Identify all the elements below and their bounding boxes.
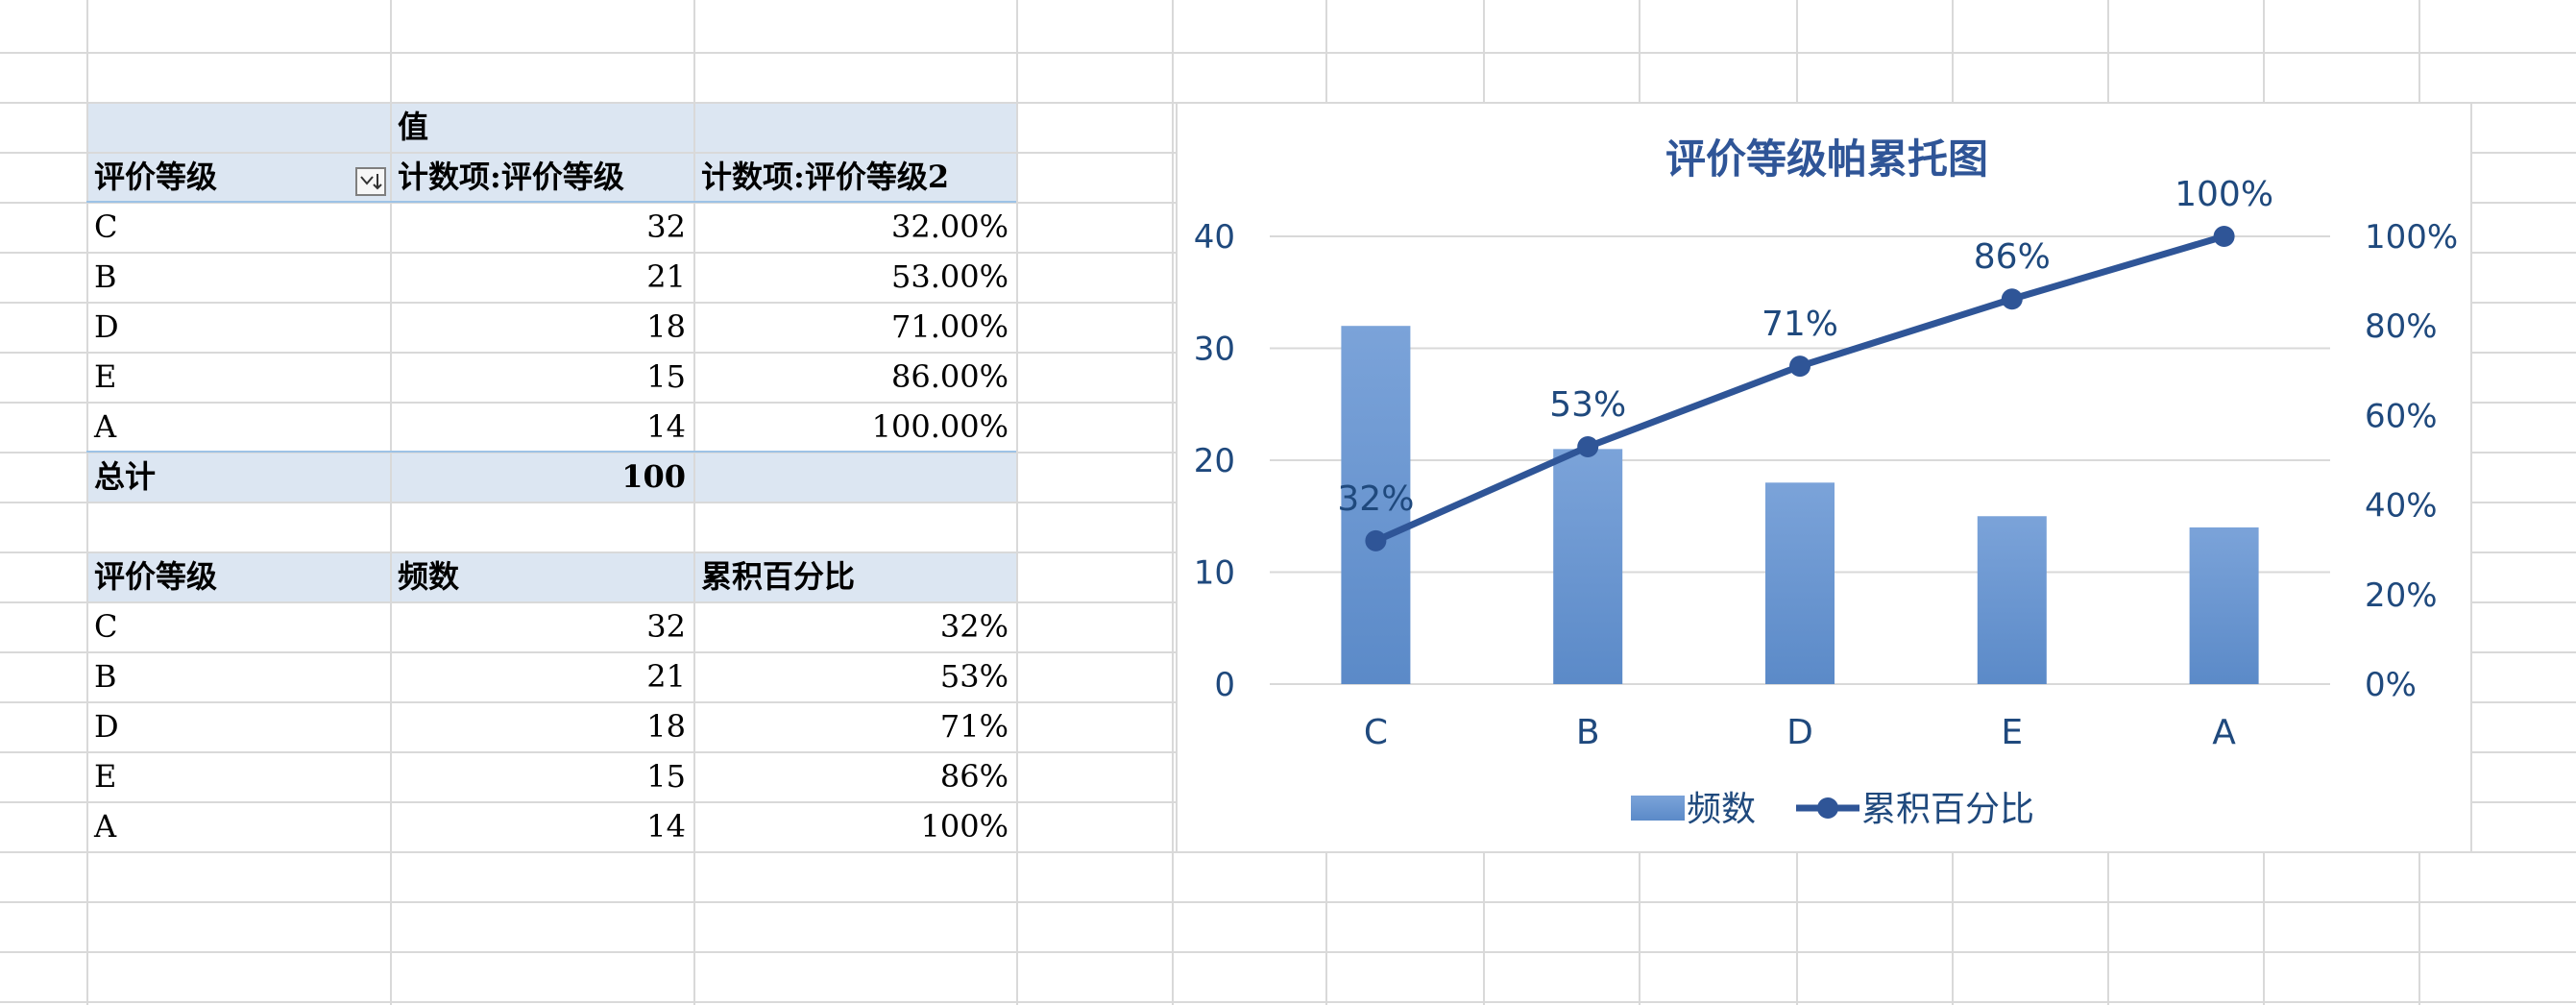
x-tick-label: E [2001,713,2023,752]
pivot-grade-cell[interactable]: E [94,358,117,395]
y-right-tick-label: 80% [2365,307,2438,346]
y-left-tick-label: 20 [1194,442,1235,480]
x-tick-label: D [1786,713,1813,752]
bar-frequency-A [2189,527,2259,684]
y-right-tick-label: 100% [2365,218,2458,257]
legend-cumulative-label: 累积百分比 [1861,790,2034,829]
y-right-tick-label: 60% [2365,397,2438,435]
y-left-tick-label: 10 [1194,554,1235,593]
bar-frequency-C [1341,326,1411,684]
pivot-grade-cell[interactable]: C [94,208,118,245]
x-tick-label: B [1576,713,1600,752]
pivot-pct-cell[interactable]: 32.00% [890,208,1009,245]
summary-header-cell[interactable]: 频数 [398,558,460,595]
bar-frequency-D [1765,482,1835,684]
chart-canvas: 评价等级帕累托图 32% 53% 71% 86% 100% 0 10 20 30 40 0% 20%… [1194,135,2458,829]
summary-header-cell[interactable]: 累积百分比 [701,558,856,595]
pivot-grade-cell[interactable]: A [94,408,117,445]
summary-data-cell[interactable]: E [94,758,117,795]
pivot-total-overline [86,451,1016,453]
summary-data-cell[interactable]: B [94,658,117,695]
x-tick-label: C [1364,713,1388,752]
summary-data-cell[interactable]: C [94,608,118,645]
cumulative-point-B [1577,436,1599,458]
pivot-pct-cell[interactable]: 100.00% [871,408,1009,445]
pivot-total-label: 总计 [94,458,157,495]
row-gridline [0,901,2576,903]
y-right-tick-label: 20% [2365,576,2438,615]
chart-title: 评价等级帕累托图 [1665,135,1988,183]
legend-frequency-label: 频数 [1687,790,1756,829]
row-gridline [0,1001,2576,1003]
pivot-count-cell[interactable]: 21 [646,258,686,295]
summary-data-cell[interactable]: 71% [939,708,1009,745]
cumulative-data-label: 53% [1549,385,1626,425]
summary-data-cell[interactable]: 32% [939,608,1009,645]
y-left-tick-label: 0 [1214,666,1235,704]
pivot-col2-header: 计数项:评价等级2 [701,159,950,195]
pivot-pct-cell[interactable]: 71.00% [890,308,1009,345]
summary-data-cell[interactable]: 15 [646,758,686,795]
x-tick-label: A [2212,713,2236,752]
cumulative-data-label: 71% [1762,305,1838,344]
legend-line-marker [1817,797,1838,819]
summary-data-cell[interactable]: 86% [939,758,1009,795]
cumulative-data-label: 32% [1337,479,1414,519]
pivot-grade-cell[interactable]: B [94,258,117,295]
cumulative-point-C [1365,529,1387,552]
cumulative-point-E [2001,288,2023,310]
pivot-count-cell[interactable]: 18 [646,308,686,345]
y-left-tick-label: 30 [1194,331,1235,369]
pivot-count-cell[interactable]: 15 [646,358,686,395]
row-gridline [0,951,2576,953]
pivot-count-cell[interactable]: 32 [646,208,686,245]
y-right-tick-label: 40% [2365,487,2438,526]
cumulative-data-label: 100% [2175,175,2273,214]
pivot-pct-cell[interactable]: 86.00% [890,358,1009,395]
cumulative-point-A [2213,226,2235,247]
summary-data-cell[interactable]: 18 [646,708,686,745]
bar-frequency-E [1977,516,2047,684]
summary-data-cell[interactable]: 53% [939,658,1009,695]
pivot-filter-button[interactable] [355,167,386,196]
cumulative-data-label: 86% [1974,237,2051,277]
cumulative-point-D [1789,355,1810,378]
pivot-row-header: 评价等级 [94,159,218,195]
bar-frequency-B [1553,449,1623,684]
summary-header-cell[interactable]: 评价等级 [94,558,218,595]
summary-data-cell[interactable]: D [94,708,119,745]
summary-data-cell[interactable]: A [94,808,117,845]
header-fill [86,552,1016,601]
pivot-col1-header: 计数项:评价等级 [398,159,624,195]
legend-bar-swatch [1631,796,1685,821]
y-right-tick-label: 0% [2365,666,2417,704]
filter-dropdown-icon [360,174,382,190]
pivot-total-value: 100 [621,458,686,495]
summary-data-cell[interactable]: 100% [920,808,1009,845]
pivot-pct-cell[interactable]: 53.00% [890,258,1009,295]
pareto-chart[interactable]: 评价等级帕累托图 32% 53% 71% 86% 100% 0 10 20 30 40 0% 20%… [1176,102,2472,853]
summary-data-cell[interactable]: 32 [646,608,686,645]
pivot-count-cell[interactable]: 14 [646,408,686,445]
summary-data-cell[interactable]: 21 [646,658,686,695]
pivot-grade-cell[interactable]: D [94,308,119,345]
pivot-values-label: 值 [398,109,429,145]
header-fill [86,452,1016,502]
y-left-tick-label: 40 [1194,218,1235,257]
row-gridline [0,52,2576,54]
summary-data-cell[interactable]: 14 [646,808,686,845]
pivot-header-underline [86,201,1016,203]
